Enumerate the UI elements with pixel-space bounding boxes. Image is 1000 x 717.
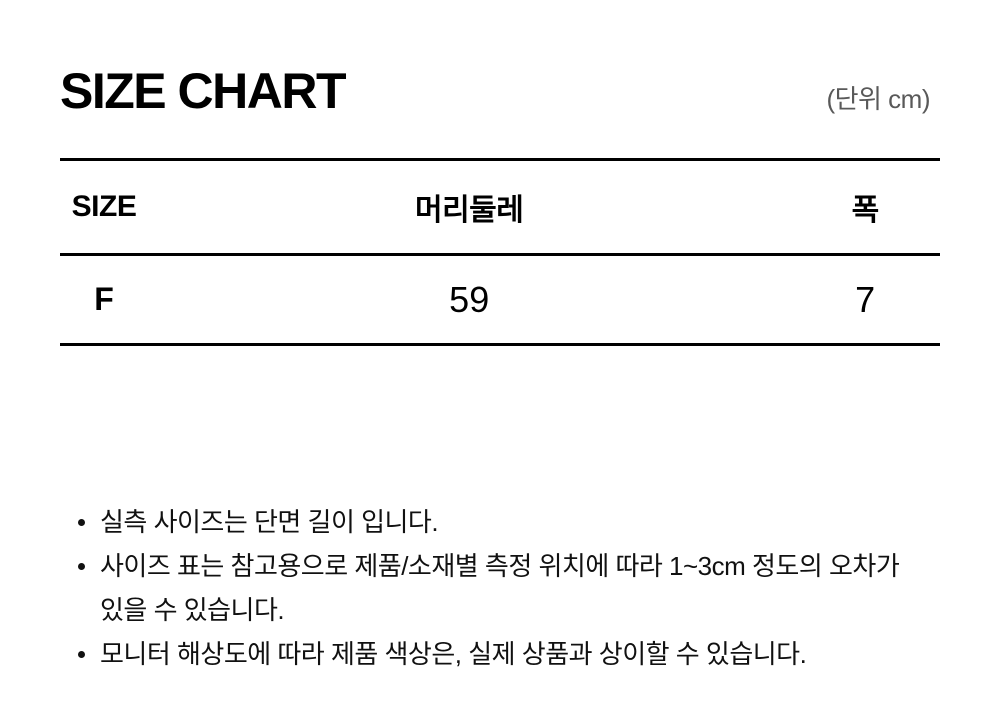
notes-list: 실측 사이즈는 단면 길이 입니다. 사이즈 표는 참고용으로 제품/소재별 측… — [78, 500, 934, 676]
note-line: 실측 사이즈는 단면 길이 입니다. — [100, 507, 439, 537]
note-text: 사이즈 표는 참고용으로 제품/소재별 측정 위치에 따라 1~3cm 정도의 … — [100, 544, 934, 632]
note-line: 있을 수 있습니다. — [100, 595, 285, 625]
unit-label: (단위 cm) — [826, 84, 930, 114]
bullet-col — [78, 500, 100, 544]
head-circumference-value-cell: 59 — [449, 278, 490, 320]
bullet-col — [78, 632, 100, 676]
size-table-header: SIZE 머리둘레 폭 — [60, 160, 940, 255]
bullet-dot-icon — [78, 519, 85, 526]
column-header-size: SIZE — [71, 190, 137, 223]
note-item-measurement: 실측 사이즈는 단면 길이 입니다. — [78, 500, 934, 544]
table-row: F 59 7 — [60, 255, 940, 345]
note-text: 실측 사이즈는 단면 길이 입니다. — [100, 500, 934, 544]
bullet-dot-icon — [78, 651, 85, 658]
page-title: SIZE CHART — [60, 63, 347, 119]
note-text: 모니터 해상도에 따라 제품 색상은, 실제 상품과 상이할 수 있습니다. — [100, 632, 934, 676]
size-table-body: F 59 7 — [60, 255, 940, 345]
width-value-cell: 7 — [855, 278, 876, 320]
header-row: SIZE 머리둘레 폭 — [60, 160, 940, 255]
column-header-head-circumference: 머리둘레 — [414, 194, 524, 227]
note-line: 사이즈 표는 참고용으로 제품/소재별 측정 위치에 따라 1~3cm 정도의 … — [100, 551, 900, 581]
size-value-cell: F — [94, 281, 114, 317]
column-header-width: 폭 — [851, 194, 880, 227]
note-line: 모니터 해상도에 따라 제품 색상은, 실제 상품과 상이할 수 있습니다. — [100, 639, 807, 669]
note-item-monitor-color: 모니터 해상도에 따라 제품 색상은, 실제 상품과 상이할 수 있습니다. — [78, 632, 934, 676]
size-table: SIZE 머리둘레 폭 F 59 7 — [60, 158, 940, 346]
note-item-tolerance: 사이즈 표는 참고용으로 제품/소재별 측정 위치에 따라 1~3cm 정도의 … — [78, 544, 934, 632]
bullet-col — [78, 544, 100, 632]
bullet-dot-icon — [78, 563, 85, 570]
chart-header: SIZE CHART (단위 cm) — [60, 66, 930, 116]
